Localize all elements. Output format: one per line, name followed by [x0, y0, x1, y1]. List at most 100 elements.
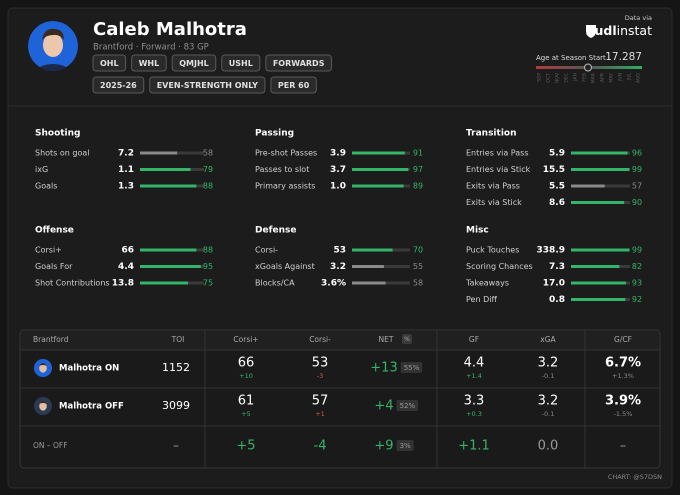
group-title: Shooting — [35, 129, 81, 139]
percentile-bar — [352, 184, 404, 188]
stat-label: Shots on goal — [35, 149, 90, 158]
cell-value: 66 — [238, 356, 255, 371]
stat-value: 53 — [333, 246, 346, 256]
table-frame — [19, 329, 661, 469]
tag-bg — [221, 54, 261, 72]
tag-badge: EVEN-STRENGTH ONLY — [149, 76, 266, 94]
stat-value: 66 — [121, 246, 134, 256]
row-label: Malhotra OFF — [59, 402, 124, 412]
cell-value: 61 — [238, 394, 255, 409]
cell-value: 6.7% — [605, 356, 641, 371]
cell-delta: +1.3% — [612, 372, 634, 380]
tag-text: WHL — [139, 59, 160, 68]
brand-light: instat — [617, 23, 652, 38]
tag-text: QMJHL — [179, 59, 209, 68]
brand-bold: hudl — [586, 23, 617, 38]
tag-badge: QMJHL — [171, 54, 217, 72]
tag-text: 2025-26 — [100, 81, 137, 90]
group-title: Offense — [35, 226, 74, 236]
percentile-value: 70 — [413, 246, 423, 255]
percentile-bar — [140, 265, 201, 268]
percentile-value: 58 — [413, 279, 423, 288]
cell-value: 3.2 — [538, 394, 559, 409]
percentile-value: 97 — [413, 165, 423, 174]
stat-label: Shot Contributions — [35, 279, 110, 288]
percentile-bar — [571, 248, 630, 252]
cell-value: 3099 — [162, 399, 190, 412]
age-marker — [584, 63, 592, 72]
percentile-bar — [571, 168, 630, 171]
tag-bg — [149, 76, 266, 94]
tag-badge: OHL — [92, 54, 127, 72]
cell-value: +13 — [370, 361, 397, 376]
percentile-value: 88 — [203, 246, 213, 255]
stat-value: 1.0 — [330, 182, 346, 192]
tag-bg — [171, 54, 217, 72]
avatar-hair — [39, 401, 47, 404]
percentile-value: 99 — [632, 246, 642, 255]
stat-value: 8.6 — [549, 198, 565, 208]
cell-value: +1.1 — [458, 439, 490, 454]
percentile-bar — [571, 201, 625, 204]
month-label: FEB — [582, 73, 588, 82]
tag-badge: FORWARDS — [265, 54, 332, 72]
stat-label: Takeaways — [465, 279, 509, 288]
stat-label: Scoring Chances — [466, 262, 533, 271]
column-header: Corsi- — [309, 335, 331, 344]
avatar-hair — [39, 363, 47, 366]
percentile-bar — [140, 281, 188, 285]
stat-label: ixG — [35, 165, 48, 174]
cell-value: -4 — [314, 439, 327, 454]
percentile-value: 90 — [632, 198, 642, 207]
percentile-value: 95 — [203, 262, 213, 271]
percentile-bar — [352, 248, 393, 252]
cell-value: – — [620, 439, 627, 454]
cell-value: +4 — [374, 399, 393, 414]
percentile-bar — [571, 281, 626, 285]
stat-value: 3.2 — [330, 262, 346, 272]
percentile-value: 57 — [632, 182, 642, 191]
pct-badge-bg — [400, 362, 423, 373]
pct-badge: 52% — [396, 400, 419, 411]
group-title: Passing — [255, 129, 294, 139]
month-label: APR — [600, 72, 606, 82]
cell-value: +5 — [236, 439, 255, 454]
stat-value: 0.8 — [549, 295, 565, 305]
stat-label: Entries via Pass — [466, 149, 529, 158]
avatar-face — [39, 401, 47, 411]
tag-badge: USHL — [221, 54, 261, 72]
stat-value: 15.5 — [543, 165, 565, 175]
month-label: SEP — [537, 73, 543, 82]
percentile-value: 89 — [413, 182, 423, 191]
cell-delta: +5 — [241, 410, 251, 418]
percentile-bar — [352, 151, 405, 155]
tag-bg — [265, 54, 332, 72]
header-badge-text: % — [404, 336, 410, 343]
cell-delta: -1.5% — [614, 410, 633, 418]
stat-label: Exits via Pass — [466, 182, 520, 191]
cell-value: 53 — [312, 356, 329, 371]
stat-value: 3.9 — [330, 149, 346, 159]
column-header: Brantford — [33, 335, 69, 344]
percentile-bar — [571, 151, 628, 155]
cell-value: 3.2 — [538, 356, 559, 371]
month-label: MAR — [591, 72, 597, 83]
cell-delta: +10 — [239, 372, 253, 380]
percentile-value: 91 — [413, 149, 423, 158]
percentile-bar — [352, 281, 386, 285]
header-badge-bg — [402, 334, 412, 344]
percentile-value: 96 — [632, 149, 642, 158]
column-header: G/CF — [614, 335, 632, 344]
stat-value: 5.9 — [549, 149, 565, 159]
percentile-bar — [571, 265, 620, 268]
row-avatar — [34, 397, 52, 415]
cell-delta: -0.1 — [542, 410, 555, 418]
stat-value: 1.1 — [118, 165, 134, 175]
stat-value: 17.0 — [543, 279, 565, 289]
stat-value: 7.2 — [118, 149, 134, 159]
stat-label: Corsi- — [255, 246, 278, 255]
column-header: Corsi+ — [233, 335, 258, 344]
stat-label: Exits via Stick — [466, 198, 522, 207]
month-label: JUN — [618, 73, 624, 82]
stat-value: 13.8 — [112, 279, 134, 289]
